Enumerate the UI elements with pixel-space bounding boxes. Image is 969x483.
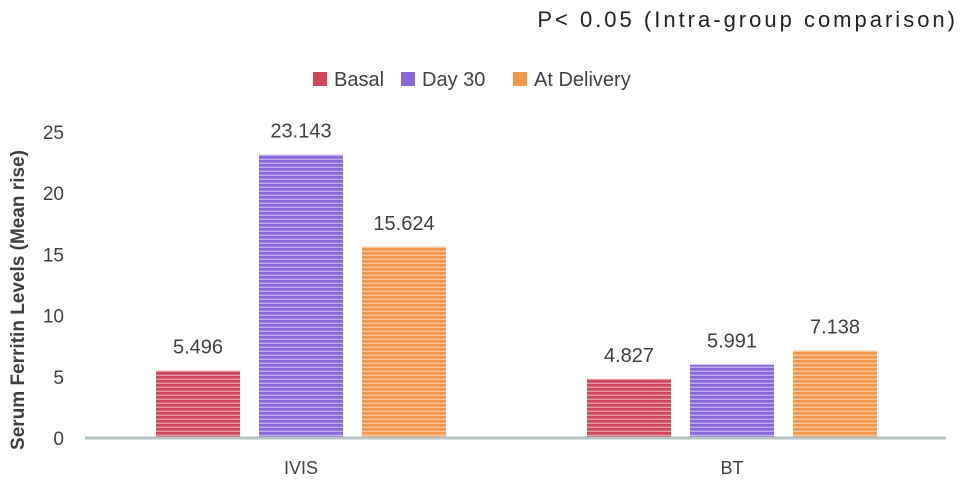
data-label-bt-day-30: 5.991 [707, 331, 757, 353]
bar-stripes-bt-at-delivery [793, 350, 877, 438]
chart-title: P< 0.05 (Intra-group comparison) [537, 7, 958, 32]
legend-label-basal: Basal [334, 69, 384, 91]
y-tick-label: 20 [43, 184, 64, 205]
bar-stripes-ivis-day-30 [259, 154, 343, 438]
bars [156, 154, 877, 438]
category-labels: IVIS BT [284, 458, 744, 478]
y-tick-label: 5 [53, 368, 64, 389]
y-axis-ticks: 0 5 10 15 20 25 [43, 123, 64, 450]
data-label-ivis-at-delivery: 15.624 [373, 213, 434, 235]
bar-stripes-bt-basal [587, 378, 671, 438]
legend-swatch-at-delivery [513, 72, 527, 86]
bar-stripes-ivis-basal [156, 370, 240, 438]
data-labels: 5.496 23.143 15.624 4.827 5.991 7.138 [173, 121, 860, 367]
data-label-bt-basal: 4.827 [604, 345, 654, 367]
category-label: BT [720, 458, 743, 478]
legend-swatch-day-30 [401, 72, 415, 86]
bar-stripes-ivis-at-delivery [362, 246, 446, 438]
legend: Basal Day 30 At Delivery [313, 69, 631, 91]
y-tick-label: 0 [53, 429, 64, 450]
legend-label-at-delivery: At Delivery [534, 69, 631, 91]
legend-label-day-30: Day 30 [422, 69, 485, 91]
data-label-ivis-day-30: 23.143 [270, 121, 331, 143]
category-label: IVIS [284, 458, 318, 478]
y-tick-label: 10 [43, 307, 64, 328]
legend-swatch-basal [313, 72, 327, 86]
data-label-bt-at-delivery: 7.138 [810, 317, 860, 339]
y-tick-label: 25 [43, 123, 64, 144]
data-label-ivis-basal: 5.496 [173, 337, 223, 359]
y-tick-label: 15 [43, 245, 64, 266]
y-axis-label: Serum Ferritin Levels (Mean rise) [8, 150, 29, 450]
bar-stripes-bt-day-30 [690, 364, 774, 438]
